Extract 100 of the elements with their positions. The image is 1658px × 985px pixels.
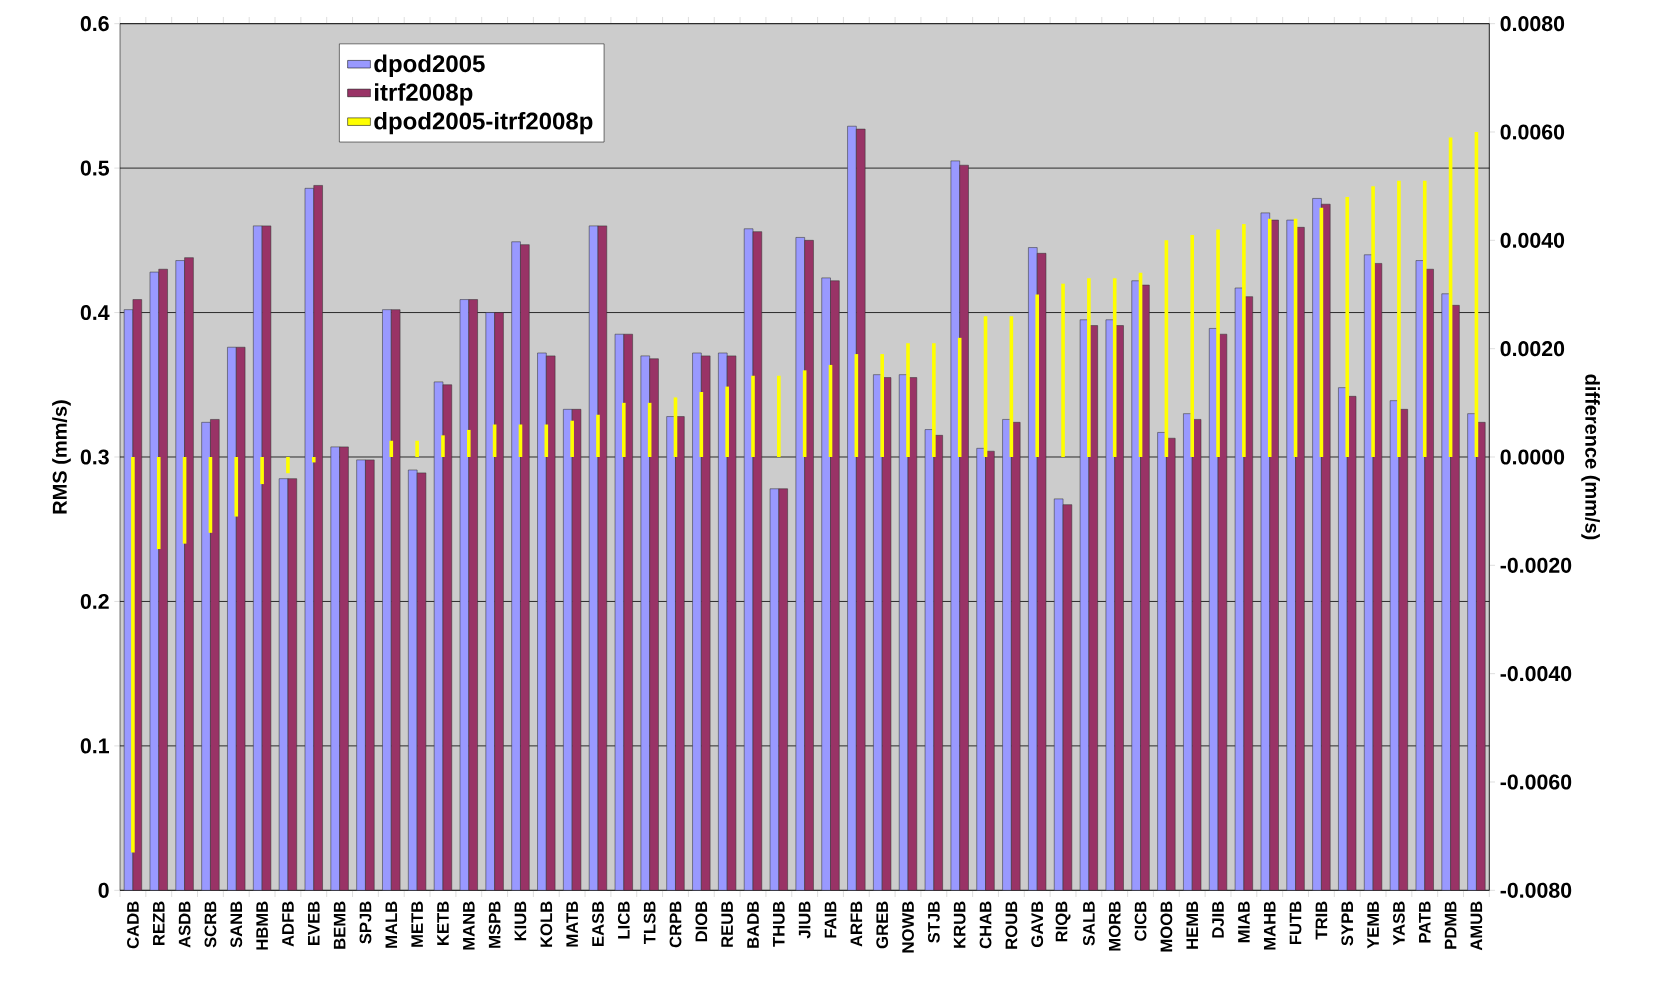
x-tick-label: SANB — [230, 901, 243, 948]
bar — [389, 440, 394, 457]
x-tick-label: REZB — [153, 901, 165, 945]
x-tick-label: JIUB — [798, 901, 811, 939]
x-tick-label: GAVB — [1031, 901, 1044, 947]
x-tick-label: MOOB — [1160, 901, 1173, 952]
bar — [622, 402, 626, 457]
x-tick-label: ROUB — [1005, 901, 1018, 949]
bar — [906, 343, 910, 457]
x-tick-label: MORB — [1108, 901, 1121, 951]
x-tick-label: FAIB — [824, 901, 837, 938]
bar — [1345, 196, 1350, 457]
y2-tick-label: -0.0020 — [1500, 557, 1572, 573]
x-tick-label: EASB — [592, 901, 604, 946]
x-tick-label: HEMB — [1186, 901, 1198, 949]
bar — [570, 420, 574, 457]
x-tick-label: PATB — [1419, 901, 1431, 943]
x-tick-label: CHAB — [979, 901, 992, 949]
x-tick-label: ARFB — [850, 901, 863, 947]
x-tick-label: ASDB — [178, 901, 191, 948]
y-tick-label: 0.3 — [80, 449, 109, 465]
x-tick-label: CRPB — [669, 901, 682, 948]
bar — [156, 456, 161, 550]
x-tick-label: ADFB — [282, 901, 294, 947]
x-tick-label: PDMB — [1444, 901, 1457, 949]
bar — [1190, 234, 1195, 457]
bar — [596, 414, 600, 457]
bar — [1397, 180, 1401, 457]
bar — [1242, 224, 1246, 457]
y2-tick-label: -0.0060 — [1500, 774, 1572, 790]
x-tick-label: SCRB — [204, 901, 217, 948]
bar — [466, 429, 471, 457]
bar — [234, 456, 239, 517]
x-tick-label: STJB — [927, 901, 940, 943]
x-tick-label: DIOB — [695, 901, 708, 942]
y2-axis-title: difference (mm/s) — [1581, 374, 1600, 540]
y2-tick-label: 0.0040 — [1500, 232, 1565, 248]
bar — [441, 435, 445, 457]
x-tick-label: MALB — [385, 901, 398, 948]
x-tick-label: SALB — [1082, 901, 1095, 946]
bar — [777, 375, 781, 457]
x-tick-label: RIQB — [1055, 901, 1071, 942]
x-tick-label: MANB — [463, 901, 475, 950]
x-tick-label: YEMB — [1367, 901, 1379, 949]
x-tick-label: KETB — [437, 901, 449, 945]
bar — [1216, 229, 1220, 457]
bar — [1061, 283, 1065, 457]
x-tick-label: BEMB — [333, 901, 346, 949]
x-tick-label: KRUB — [953, 901, 966, 948]
x-tick-label: MSPB — [488, 901, 501, 948]
x-tick-label: YASB — [1393, 901, 1405, 946]
x-tick-label: CICB — [1134, 901, 1147, 941]
y-tick-label: 0 — [98, 882, 109, 898]
bar — [1371, 186, 1375, 457]
bar — [131, 456, 135, 853]
x-tick-label: SYPB — [1341, 901, 1354, 946]
y-tick-label: 0.1 — [80, 738, 110, 754]
x-tick-label: EVEB — [308, 901, 320, 946]
y-tick-label: 0.6 — [80, 16, 109, 32]
x-tick-label: METB — [411, 901, 423, 947]
bar — [725, 386, 729, 457]
y2-tick-label: -0.0040 — [1500, 666, 1572, 682]
bar — [1422, 180, 1427, 457]
bar — [260, 456, 264, 485]
x-tick-label: CADB — [127, 901, 139, 949]
bar — [311, 456, 316, 463]
x-tick-label: TRIB — [1315, 901, 1328, 940]
x-tick-label: GREB — [876, 901, 889, 949]
x-tick-label: MAHB — [1264, 901, 1276, 950]
x-tick-label: TLSB — [643, 901, 656, 945]
y-axis-title: RMS (mm/s) — [52, 400, 71, 514]
y2-tick-label: 0.0000 — [1500, 449, 1565, 465]
x-tick-label: THUB — [773, 901, 785, 947]
y2-tick-label: 0.0080 — [1500, 16, 1565, 32]
bar — [957, 337, 962, 457]
legend-label: itrf2008p — [375, 83, 473, 106]
y-tick-label: 0.5 — [80, 160, 110, 176]
bar — [1112, 278, 1117, 457]
bar — [1087, 278, 1091, 457]
x-tick-label: MIAB — [1238, 901, 1250, 943]
bar — [286, 456, 290, 474]
y2-tick-label: 0.0020 — [1500, 341, 1565, 357]
bar — [1035, 294, 1040, 457]
legend-label: dpod2005 — [374, 54, 485, 77]
x-tick-label: NOWB — [902, 901, 914, 953]
x-tick-label: KIUB — [514, 901, 527, 941]
bar — [880, 354, 884, 457]
bar — [1267, 218, 1272, 457]
x-tick-label: AMUB — [1470, 901, 1483, 951]
x-tick-label: BADB — [747, 901, 759, 948]
x-tick-label: LICB — [617, 901, 630, 939]
x-tick-label: SPJB — [359, 901, 372, 944]
y2-tick-label: -0.0080 — [1500, 882, 1572, 898]
x-tick-label: MATB — [566, 901, 578, 947]
legend-label: dpod2005-itrf2008p — [374, 111, 593, 135]
y2-tick-label: 0.0060 — [1500, 124, 1565, 140]
x-tick-label: FUTB — [1289, 901, 1302, 945]
x-tick-label: HBMB — [256, 901, 268, 950]
x-tick-label: KOLB — [540, 901, 553, 947]
y-tick-label: 0.4 — [80, 305, 110, 321]
